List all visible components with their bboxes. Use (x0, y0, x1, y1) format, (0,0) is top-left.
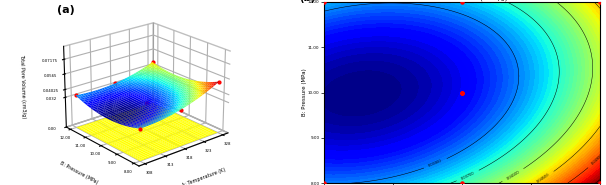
Point (457, 0, 467, 3)
Point (319, 0, 328, 3)
Text: 0.04900: 0.04900 (591, 153, 604, 166)
Text: 0.03300: 0.03300 (428, 159, 443, 168)
Text: 0.04100: 0.04100 (506, 170, 521, 181)
Y-axis label: B: Pressure (MPa): B: Pressure (MPa) (59, 160, 99, 185)
Text: (a): (a) (57, 6, 75, 16)
Title: Total Pore Volume (cm3/g): Total Pore Volume (cm3/g) (416, 0, 508, 1)
Text: 0.03700: 0.03700 (461, 171, 475, 181)
Point (457, 91, 467, 94)
Text: (b): (b) (299, 0, 315, 3)
Point (457, 91, 467, 94)
X-axis label: A: Temperature (K): A: Temperature (K) (181, 167, 227, 185)
Point (457, 182, 467, 185)
Point (595, 182, 605, 185)
Y-axis label: B: Pressure (MPa): B: Pressure (MPa) (302, 69, 307, 116)
Point (595, 0, 605, 3)
Point (457, 91, 467, 94)
Point (319, 182, 328, 185)
Text: 0.04500: 0.04500 (536, 173, 551, 184)
